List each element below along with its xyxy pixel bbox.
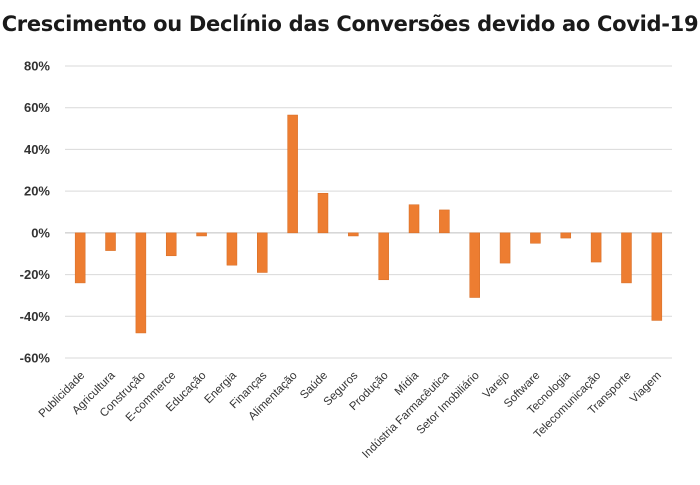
y-tick-label: 60% [24,100,50,115]
bar-12 [439,209,450,234]
bar-17 [590,232,602,263]
y-tick-label: -20% [20,267,51,282]
y-tick-label: 0% [31,225,50,240]
gridlines [65,65,672,359]
y-tick-label: -40% [20,309,51,324]
bar-3 [165,232,177,257]
bar-2 [135,232,147,334]
bar-13 [469,232,480,298]
x-tick-label: Mídia [393,369,422,398]
bar-4 [196,232,207,237]
y-axis-ticks: 80% 60% 40% 20% 0% -20% -40% -60% [20,59,51,366]
bar-7 [287,114,298,234]
x-axis-labels: PublicidadeAgriculturaConstruçãoE-commer… [37,369,664,461]
y-tick-label: -60% [20,351,51,366]
bar-18 [621,232,632,284]
bar-5 [226,232,238,266]
bar-9 [348,232,359,237]
bar-14 [499,232,511,264]
bar-1 [105,232,116,251]
bar-6 [257,232,268,273]
y-tick-label: 80% [24,59,50,74]
x-tick-label: Viagem [628,370,664,406]
bars [74,114,663,334]
y-tick-label: 40% [24,142,50,157]
bar-16 [560,232,572,239]
chart-title: Crescimento ou Declínio das Conversões d… [1,12,699,36]
y-tick-label: 20% [24,184,50,199]
bar-0 [74,232,86,284]
bar-8 [317,192,329,234]
bar-11 [408,204,420,234]
bar-15 [530,232,541,244]
bar-10 [378,232,389,281]
bar-19 [651,232,663,321]
